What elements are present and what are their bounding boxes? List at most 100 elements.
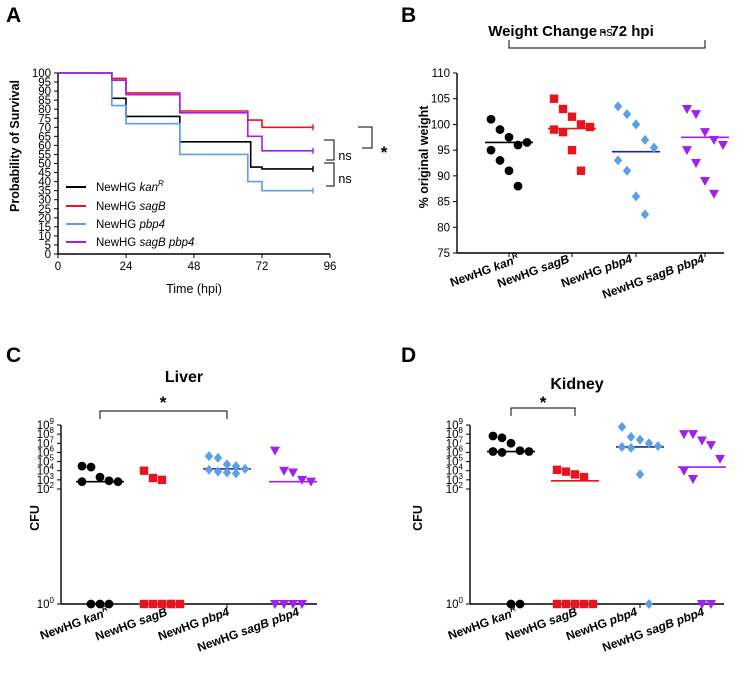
- data-point: [279, 466, 289, 476]
- panel-a-xtick-label: 48: [188, 261, 201, 273]
- panel-a-xtick-label: 96: [324, 261, 337, 273]
- panel-b-ylabel: % original weight: [417, 105, 431, 209]
- data-point: [706, 600, 716, 609]
- panel-c-ytick-label: 107: [37, 435, 55, 450]
- data-point: [567, 145, 577, 155]
- svg-text:NewHG sagB pbp4: NewHG sagB pbp4: [96, 237, 194, 249]
- data-point: [558, 104, 568, 114]
- data-point: [567, 112, 577, 121]
- data-point: [682, 105, 692, 114]
- panel-d-ytick-label: 109: [446, 417, 464, 432]
- data-point: [515, 599, 525, 609]
- data-point: [649, 142, 659, 153]
- data-point: [524, 447, 534, 456]
- data-point: [104, 599, 114, 609]
- data-point: [706, 441, 716, 451]
- panel-b-title: Weight Change - 72 hpi: [488, 23, 654, 40]
- data-point: [175, 599, 185, 609]
- panel-a-ytick-label: 75: [38, 113, 51, 125]
- data-point: [691, 110, 701, 120]
- panel-b-ytick-label: 105: [431, 94, 450, 106]
- panel-a-xtick-label: 0: [55, 261, 61, 273]
- data-point: [613, 101, 623, 112]
- panel-label-d: D: [401, 344, 416, 367]
- data-point: [718, 141, 728, 150]
- legend-item-sagb: NewHG sagB: [66, 201, 166, 213]
- panel-b-ytick-label: 85: [437, 197, 450, 209]
- panel-b-category-labels: NewHG kanR NewHG sagB NewHG pbp4 NewHG s…: [448, 251, 706, 302]
- panel-c-ytick-label: 103: [37, 472, 55, 487]
- data-point: [506, 438, 516, 448]
- panel-d-ytick-label: 102: [446, 481, 464, 496]
- data-point: [486, 114, 496, 124]
- data-point: [617, 441, 627, 452]
- data-point: [631, 119, 641, 130]
- data-point: [697, 600, 707, 609]
- panel-a-xlabel: Time (hpi): [166, 282, 222, 296]
- data-point: [585, 122, 595, 132]
- panel-a-xtick-label: 24: [120, 261, 133, 273]
- panel-c-bracket: [99, 410, 228, 419]
- panel-a-ytick-label: 10: [38, 231, 51, 243]
- data-point: [552, 599, 562, 609]
- panel-d-ytick-label: 107: [446, 435, 464, 450]
- panel-c-ytick-label: 105: [37, 454, 55, 469]
- data-point: [679, 466, 689, 476]
- data-point: [231, 468, 241, 479]
- panel-a-ytick-label: 25: [38, 204, 51, 216]
- panel-d-ytick-label: 103: [446, 472, 464, 487]
- data-point: [77, 461, 87, 471]
- data-point: [297, 600, 307, 609]
- panel-b-bracket: [508, 40, 706, 49]
- panel-a-ytick-label: 65: [38, 131, 51, 143]
- data-point: [626, 442, 636, 453]
- panel-a-ytick-label: 80: [38, 104, 51, 116]
- svg-text:NewHG sagB: NewHG sagB: [96, 201, 166, 213]
- panel-c-ytick-label: 104: [37, 463, 55, 478]
- data-point: [288, 468, 298, 478]
- svg-text:NewHG kanR: NewHG kanR: [96, 179, 164, 194]
- data-point: [640, 209, 650, 220]
- data-point: [240, 463, 250, 474]
- survival-curve-3: [58, 72, 313, 152]
- panel-a-legend: NewHG kanR NewHG sagB NewHG pbp4 NewHG s…: [66, 179, 194, 249]
- panel-d-ytick-label: 104: [446, 463, 464, 478]
- data-point: [270, 446, 280, 456]
- panel-b-ytick-label: 95: [437, 145, 450, 157]
- legend-item-sagb-pbp4: NewHG sagB pbp4: [66, 237, 194, 249]
- data-point: [635, 469, 645, 480]
- panel-d-bracket: [510, 407, 576, 416]
- data-point: [570, 599, 580, 609]
- data-point: [653, 441, 663, 452]
- panel-a-ytick-label: 70: [38, 122, 51, 134]
- data-point: [157, 599, 167, 609]
- panel-a-ylabel: Probability of Survival: [8, 80, 22, 212]
- panel-d-ylabel: CFU: [411, 505, 425, 531]
- panel-c-ytick-label: 102: [37, 481, 55, 496]
- data-point: [561, 599, 571, 609]
- panel-b-ytick-label: 90: [437, 171, 450, 183]
- data-point: [166, 599, 176, 609]
- data-point: [635, 434, 645, 445]
- panel-c-ytick-label: 106: [37, 444, 55, 459]
- data-point: [552, 465, 562, 474]
- data-point: [513, 181, 523, 191]
- panel-a-ytick-label: 100: [32, 68, 51, 80]
- legend-item-pbp4: NewHG pbp4: [66, 219, 165, 231]
- panel-a-brackets: [324, 126, 373, 187]
- data-point: [279, 600, 289, 609]
- panel-a-ytick-label: 30: [38, 195, 51, 207]
- data-point: [506, 599, 516, 609]
- panel-a-ytick-label: 5: [45, 240, 51, 252]
- data-point: [588, 599, 598, 609]
- data-point: [617, 421, 627, 432]
- panel-b-ytick-label: 80: [437, 222, 450, 234]
- panel-c-ylabel: CFU: [28, 505, 42, 531]
- panel-b-ytick-label: 75: [437, 248, 450, 260]
- data-point: [644, 599, 654, 609]
- panel-a-ytick-label: 45: [38, 168, 51, 180]
- data-point: [549, 94, 559, 103]
- data-point: [270, 600, 280, 609]
- data-point: [576, 120, 586, 129]
